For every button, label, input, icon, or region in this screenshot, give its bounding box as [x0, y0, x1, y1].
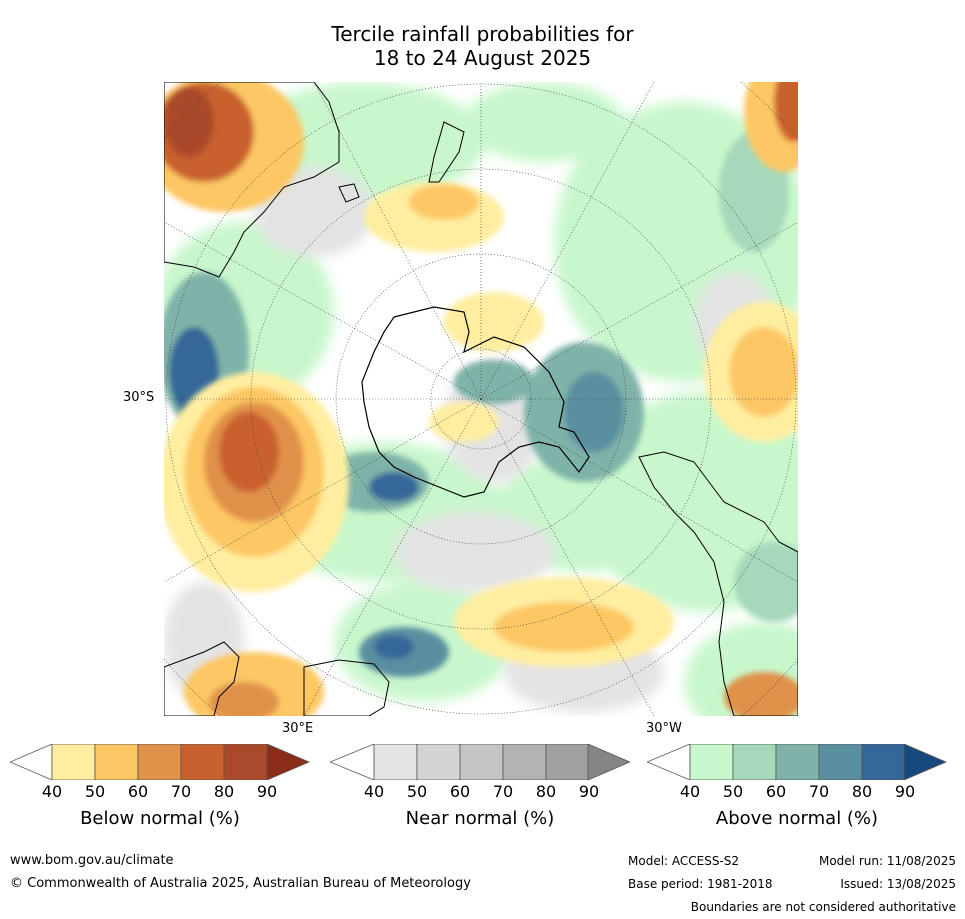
colorbar-swatch — [775, 744, 820, 780]
colorbar-swatch — [223, 744, 268, 780]
colorbar-below-normal — [10, 744, 310, 780]
colorbar-tick-label: 70 — [492, 782, 514, 801]
colorbar-above-normal — [647, 744, 947, 780]
footer-model-run: Model run: 11/08/2025 — [818, 854, 956, 868]
colorbar-tick-label: 40 — [679, 782, 701, 801]
colorbar-below-normal-swatches — [10, 744, 310, 780]
lon-label-30e: 30°E — [282, 721, 314, 736]
colorbar-tick-label: 50 — [722, 782, 744, 801]
colorbar-above-normal-swatches — [647, 744, 947, 780]
colorbar-tick-label: 90 — [578, 782, 600, 801]
colorbar-swatch — [459, 744, 504, 780]
colorbar-near-normal-swatches — [330, 744, 630, 780]
map-title: Tercile rainfall probabilities for 18 to… — [0, 22, 965, 70]
australia-coastline — [164, 82, 340, 278]
colorbar-tick-label: 40 — [363, 782, 385, 801]
colorbar-tick-label: 70 — [808, 782, 830, 801]
new-zealand-coastline — [428, 121, 465, 183]
colorbar-tick-label: 50 — [406, 782, 428, 801]
colorbar-swatch — [502, 744, 547, 780]
footer-url: www.bom.gov.au/climate — [10, 853, 174, 868]
colorbar-tick-label: 80 — [213, 782, 235, 801]
title-line-2: 18 to 24 August 2025 — [373, 46, 592, 70]
map-canvas — [164, 82, 798, 716]
south-america-coastline — [638, 451, 798, 716]
colorbar-swatch — [137, 744, 182, 780]
colorbar-near-normal-label: Near normal (%) — [405, 808, 555, 829]
colorbar-tick-label: 40 — [41, 782, 63, 801]
colorbar-tick-label: 50 — [84, 782, 106, 801]
colorbar-near-normal — [330, 744, 630, 780]
colorbar-swatch — [373, 744, 418, 780]
antarctica-coastline — [361, 306, 590, 498]
footer-base-period: Base period: 1981-2018 — [628, 877, 773, 891]
below-normal-areas — [164, 82, 798, 716]
colorbar-tick-label: 70 — [170, 782, 192, 801]
colorbar-tick-label: 80 — [851, 782, 873, 801]
lon-label-30w: 30°W — [646, 721, 682, 736]
colorbar-tick-label: 80 — [535, 782, 557, 801]
colorbar-swatch — [51, 744, 96, 780]
colorbar-swatch — [689, 744, 734, 780]
colorbar-tick-label: 60 — [449, 782, 471, 801]
colorbar-swatch — [818, 744, 863, 780]
footer-issued: Issued: 13/08/2025 — [840, 877, 956, 891]
tasmania-coastline — [338, 183, 360, 203]
footer-model: Model: ACCESS-S2 — [628, 854, 740, 868]
lat-label-30s: 30°S — [123, 390, 155, 405]
africa-coastline — [164, 641, 240, 716]
colorbar-tick-label: 60 — [127, 782, 149, 801]
probability-map — [164, 82, 798, 716]
colorbar-above-normal-label: Above normal (%) — [715, 808, 879, 829]
colorbar-swatch — [732, 744, 777, 780]
title-line-1: Tercile rainfall probabilities for — [331, 22, 634, 46]
footer-disclaimer: Boundaries are not considered authoritat… — [690, 900, 956, 914]
colorbar-tick-label: 90 — [894, 782, 916, 801]
colorbar-swatch — [94, 744, 139, 780]
colorbar-below-normal-label: Below normal (%) — [80, 808, 240, 829]
graticule — [164, 82, 798, 716]
colorbar-swatch — [545, 744, 590, 780]
colorbar-tick-label: 60 — [765, 782, 787, 801]
colorbar-swatch — [416, 744, 461, 780]
madagascar-coastline — [303, 659, 390, 716]
colorbar-tick-label: 90 — [256, 782, 278, 801]
footer-copyright: © Commonwealth of Australia 2025, Austra… — [10, 876, 471, 891]
colorbar-swatch — [861, 744, 906, 780]
colorbar-swatch — [180, 744, 225, 780]
